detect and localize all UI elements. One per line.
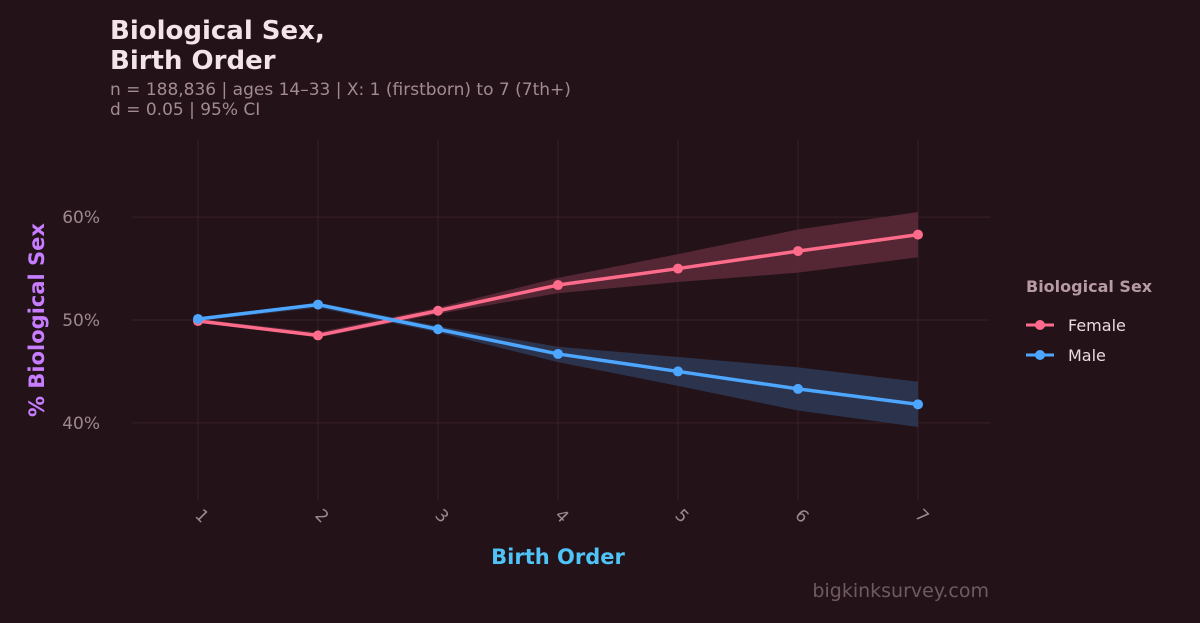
data-point-male-3 bbox=[433, 324, 443, 335]
y-tick-label-50: 50% bbox=[62, 311, 100, 331]
x-tick-label-6: 6 bbox=[791, 506, 813, 528]
legend-title: Biological Sex bbox=[1026, 277, 1153, 296]
ci-band-female bbox=[198, 212, 918, 338]
legend-label-female: Female bbox=[1068, 315, 1126, 335]
data-point-female-6 bbox=[793, 246, 803, 257]
data-point-female-2 bbox=[313, 330, 323, 341]
data-point-female-5 bbox=[673, 263, 683, 274]
x-tick-label-3: 3 bbox=[431, 506, 453, 528]
watermark: bigkinksurvey.com bbox=[812, 580, 989, 602]
y-tick-label-40: 40% bbox=[62, 414, 100, 434]
data-point-male-2 bbox=[313, 299, 323, 310]
legend-label-male: Male bbox=[1068, 345, 1106, 365]
data-point-female-7 bbox=[913, 229, 923, 240]
chart-header: Biological Sex, Birth Order n = 188,836 … bbox=[110, 16, 571, 120]
data-point-male-6 bbox=[793, 383, 803, 394]
x-tick-label-4: 4 bbox=[551, 506, 573, 528]
data-point-male-5 bbox=[673, 366, 683, 377]
data-point-male-4 bbox=[553, 348, 563, 359]
data-point-female-4 bbox=[553, 280, 563, 291]
legend-key-male bbox=[1026, 350, 1054, 360]
legend: Biological Sex Female Male bbox=[1026, 277, 1152, 370]
x-axis-title: Birth Order bbox=[491, 545, 625, 569]
x-tick-label-5: 5 bbox=[671, 506, 693, 528]
x-tick-label-1: 1 bbox=[191, 506, 213, 528]
legend-key-female bbox=[1026, 320, 1054, 330]
data-point-female-3 bbox=[433, 305, 443, 316]
legend-item-male: Male bbox=[1026, 340, 1152, 370]
data-point-male-1 bbox=[193, 313, 203, 324]
y-axis-title: % Biological Sex bbox=[25, 223, 49, 417]
chart-title-line-1: Biological Sex, bbox=[110, 16, 325, 46]
chart-subtitle-line-1: n = 188,836 | ages 14–33 | X: 1 (firstbo… bbox=[110, 80, 571, 100]
chart-title-line-2: Birth Order bbox=[110, 46, 276, 76]
ci-band-male bbox=[198, 302, 918, 427]
x-tick-label-7: 7 bbox=[911, 506, 933, 528]
legend-dot-male bbox=[1035, 350, 1045, 360]
legend-item-female: Female bbox=[1026, 310, 1152, 340]
chart-subtitle-line-2: d = 0.05 | 95% CI bbox=[110, 100, 261, 120]
x-tick-label-2: 2 bbox=[311, 506, 333, 528]
y-tick-label-60: 60% bbox=[62, 208, 100, 228]
data-point-male-7 bbox=[913, 399, 923, 410]
legend-dot-female bbox=[1035, 320, 1045, 330]
